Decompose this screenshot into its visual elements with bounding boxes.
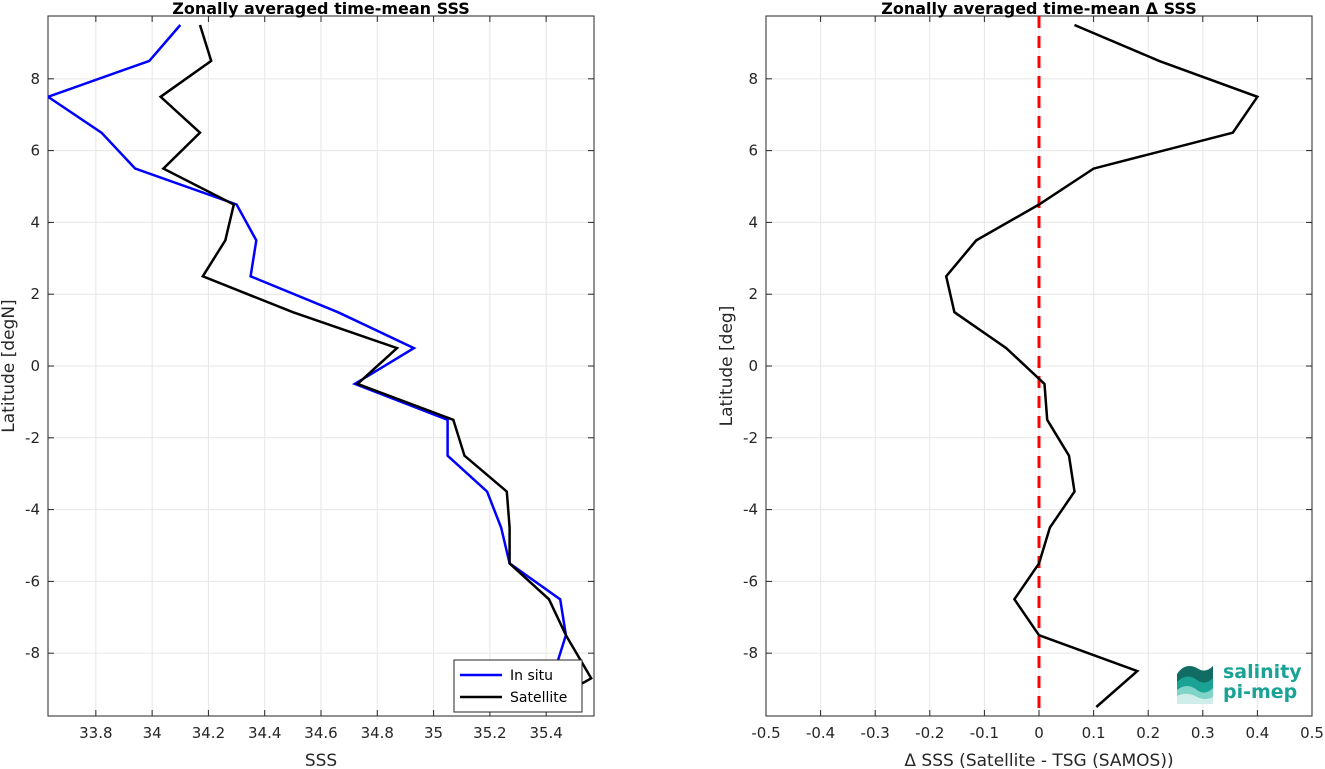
x-tick-label: -0.1: [970, 724, 999, 742]
x-axis-label: SSS: [305, 751, 337, 769]
y-tick-label: 6: [30, 142, 40, 160]
y-tick-label: -8: [743, 644, 758, 662]
series-line-delta-sss: [944, 23, 1260, 708]
y-tick-label: -2: [743, 429, 758, 447]
x-tick-label: -0.5: [751, 724, 780, 742]
y-axis-label: Latitude [deg]: [717, 306, 737, 427]
x-tick-label: 0.2: [1136, 724, 1160, 742]
x-tick-label: 35.2: [473, 724, 506, 742]
y-tick-label: -4: [25, 501, 40, 519]
series-line-in-situ: [48, 24, 568, 708]
logo-wave-icon: [1177, 666, 1213, 704]
chart-left: 33.8 34 34.2 34.4 34.6 34.8 35 35.2 35.4 -8 -6 -4 -2…: [0, 0, 595, 769]
x-tick-label: 0: [1034, 724, 1044, 742]
y-tick-label: -4: [743, 501, 758, 519]
y-tick-label: -2: [25, 429, 40, 447]
y-tick-label: 4: [748, 213, 758, 231]
x-tick-label: 0.1: [1082, 724, 1106, 742]
x-tick-label: 34.4: [248, 724, 281, 742]
chart-right: -0.5 -0.4 -0.3 -0.2 -0.1 0 0.1 0.2 0.3 0.4 0.5 -8 -6…: [717, 0, 1324, 769]
y-axis-label: Latitude [degN]: [0, 299, 19, 432]
y-tick-label: -6: [743, 572, 758, 590]
x-tick-label: 34.8: [361, 724, 394, 742]
y-tick-label: 0: [30, 357, 40, 375]
salinity-pimep-logo: salinity pi-mep: [1177, 661, 1302, 704]
x-tick-label: 34.2: [192, 724, 225, 742]
x-tick-label: 34: [143, 724, 162, 742]
x-tick-label: 0.5: [1300, 724, 1324, 742]
y-tick-label: 0: [748, 357, 758, 375]
y-tick-label: -8: [25, 644, 40, 662]
y-tick-label: 2: [30, 285, 40, 303]
x-axis-label: Δ SSS (Satellite - TSG (SAMOS)): [904, 751, 1173, 769]
y-tick-label: 6: [748, 142, 758, 160]
legend-box: [453, 659, 583, 713]
y-tick-label: -6: [25, 572, 40, 590]
x-tick-label: 34.6: [304, 724, 337, 742]
series-line-satellite: [158, 24, 593, 709]
x-tick-label: -0.4: [806, 724, 835, 742]
chart-title: Zonally averaged time-mean SSS: [172, 0, 470, 18]
legend-entry: Satellite: [510, 690, 567, 706]
x-tick-label: -0.3: [861, 724, 890, 742]
x-tick-label: 0.3: [1191, 724, 1215, 742]
x-tick-label: 35.4: [529, 724, 562, 742]
logo-line1: salinity: [1223, 661, 1302, 683]
logo-line2: pi-mep: [1223, 681, 1297, 703]
x-tick-label: -0.2: [915, 724, 944, 742]
x-tick-label: 0.4: [1245, 724, 1269, 742]
y-tick-label: 4: [30, 213, 40, 231]
legend-entry: In situ: [510, 668, 553, 684]
y-tick-label: 8: [748, 70, 758, 88]
legend: In situ Satellite: [453, 659, 583, 713]
y-tick-label: 8: [30, 70, 40, 88]
x-tick-label: 35: [424, 724, 443, 742]
x-tick-label: 33.8: [79, 724, 112, 742]
chart-title: Zonally averaged time-mean Δ SSS: [881, 0, 1197, 18]
y-tick-label: 2: [748, 285, 758, 303]
